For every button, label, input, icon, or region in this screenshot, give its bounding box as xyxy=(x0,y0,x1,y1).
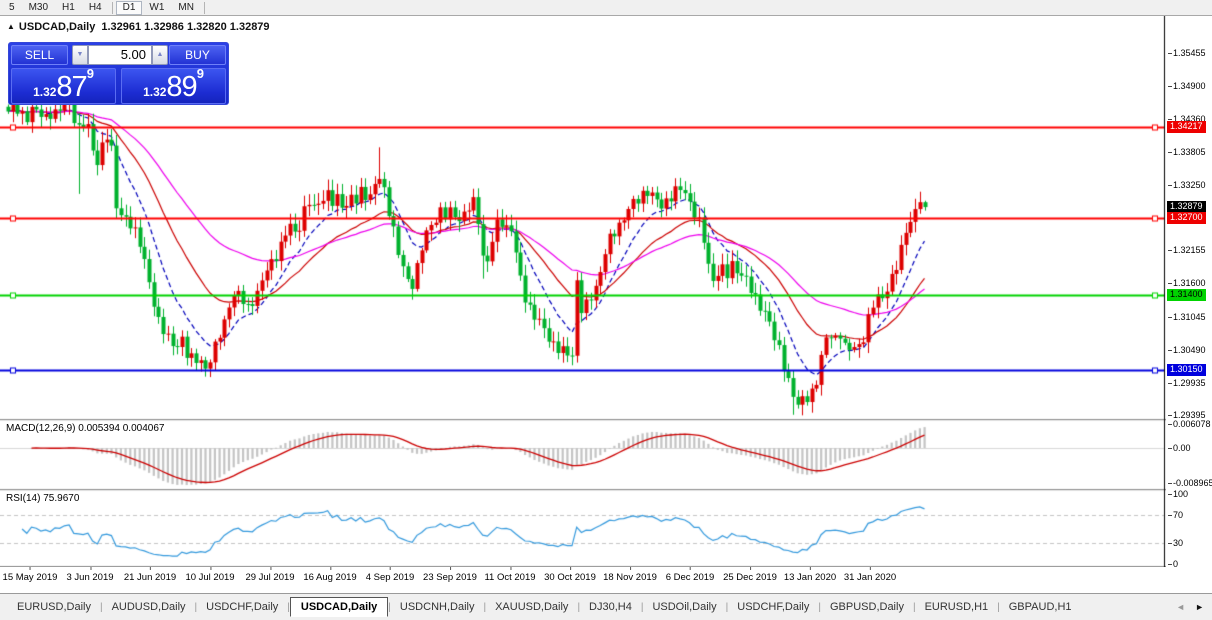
price-axis-tick: 1.31600 xyxy=(1168,278,1206,288)
tab-separator: | xyxy=(577,601,581,613)
price-axis-tick: 1.30490 xyxy=(1168,345,1206,355)
date-axis-label: 31 Jan 2020 xyxy=(843,567,897,583)
tab-eurusd-daily[interactable]: EURUSD,Daily xyxy=(17,601,91,613)
buy-button[interactable]: BUY xyxy=(169,45,226,65)
date-axis-label: 4 Sep 2019 xyxy=(365,567,415,583)
macd-values: 0.005394 0.004067 xyxy=(78,423,165,434)
price-axis: 1.35455 1.34900 1.34360 1.33805 1.33250 1.321… xyxy=(1166,16,1212,569)
price-line-badge: 1.31400 xyxy=(1167,289,1206,302)
date-axis-label: 21 Jun 2019 xyxy=(123,567,177,583)
rsi-axis-tick: 0 xyxy=(1168,559,1178,569)
volume-decrease-button[interactable]: ▼ xyxy=(72,45,88,65)
tab-usdoil-daily[interactable]: USDOil,Daily xyxy=(652,601,717,613)
price-axis-tick: 1.29935 xyxy=(1168,378,1206,388)
timeframe-button-m30[interactable]: M30 xyxy=(28,1,49,13)
price-axis-tick: 1.33250 xyxy=(1168,180,1206,190)
date-axis-label: 18 Nov 2019 xyxy=(603,567,657,583)
symbol-tab-bar: EURUSD,Daily | AUDUSD,Daily | USDCHF,Daily | U… xyxy=(0,593,1212,620)
timeframe-button-h1[interactable]: H1 xyxy=(62,1,75,13)
price-axis-tick: 1.34360 xyxy=(1168,114,1206,124)
price-axis-tick: 1.34900 xyxy=(1168,81,1206,91)
tab-usdchf-daily[interactable]: USDCHF,Daily xyxy=(206,601,279,613)
rsi-axis-tick: 70 xyxy=(1168,510,1183,520)
tab-gbpaud-h1[interactable]: GBPAUD,H1 xyxy=(1008,601,1072,613)
tab-separator: | xyxy=(99,601,103,613)
volume-input[interactable]: 5.00 xyxy=(88,45,152,65)
timeframe-button-h4[interactable]: H4 xyxy=(88,1,102,13)
tab-scroll-left-icon[interactable]: ◄ xyxy=(1176,602,1186,612)
price-axis-tick: 1.33805 xyxy=(1168,147,1206,157)
collapse-panel-icon[interactable]: ▲ xyxy=(7,22,15,31)
chart-title: ▲ USDCAD,Daily 1.32961 1.32986 1.32820 1.3… xyxy=(7,21,270,33)
timeframe-toolbar: 5 M30 H1 H4 D1 W1 MN xyxy=(0,0,1212,16)
one-click-trade-panel: SELL ▼ 5.00 ▲ BUY 1.32879 1.32899 xyxy=(8,42,229,105)
price-axis-tick: 1.32155 xyxy=(1168,245,1206,255)
tab-audusd-daily[interactable]: AUDUSD,Daily xyxy=(111,601,186,613)
date-axis-label: 6 Dec 2019 xyxy=(665,567,715,583)
tab-usdchf-daily[interactable]: USDCHF,Daily xyxy=(737,601,810,613)
macd-axis-tick: 0.00 xyxy=(1168,443,1191,453)
date-axis-label: 11 Oct 2019 xyxy=(484,567,536,583)
tab-separator: | xyxy=(997,601,1000,613)
buy-price-text: 1.32899 xyxy=(143,66,204,103)
date-axis-label: 3 Jun 2019 xyxy=(66,567,114,583)
tab-xauusd-daily[interactable]: XAUUSD,Daily xyxy=(495,601,569,613)
macd-indicator-label: MACD(12,26,9) 0.005394 0.004067 xyxy=(6,423,165,434)
sell-button[interactable]: SELL xyxy=(11,45,68,65)
price-chart-canvas[interactable] xyxy=(0,16,1166,567)
chart-symbol-label: USDCAD,Daily xyxy=(18,21,96,33)
chart-ohlc-values: 1.32961 1.32986 1.32820 1.32879 xyxy=(101,21,270,33)
price-line-badge: 1.32700 xyxy=(1167,211,1206,224)
tab-usdcnh-daily[interactable]: USDCNH,Daily xyxy=(399,601,475,613)
price-line-badge: 1.34217 xyxy=(1167,121,1206,134)
timeframe-button-w1[interactable]: W1 xyxy=(149,1,165,13)
tab-separator: | xyxy=(483,601,487,613)
timeframe-button-mn[interactable]: MN xyxy=(178,1,194,13)
tab-usdcad-daily[interactable]: USDCAD,Daily xyxy=(289,597,389,617)
tab-separator: | xyxy=(640,601,644,613)
tab-dj30-h4[interactable]: DJ30,H4 xyxy=(589,601,632,613)
rsi-indicator-label: RSI(14) 75.9670 xyxy=(6,493,80,504)
tab-separator: | xyxy=(287,601,290,613)
tab-separator: | xyxy=(194,601,198,613)
sell-price-display[interactable]: 1.32879 xyxy=(11,66,116,104)
buy-price-display[interactable]: 1.32899 xyxy=(121,66,226,104)
price-axis-tick: 1.35455 xyxy=(1168,48,1206,58)
trade-panel-top-row: SELL ▼ 5.00 ▲ BUY xyxy=(11,45,226,66)
toolbar-separator xyxy=(203,1,205,14)
rsi-value: 75.9670 xyxy=(43,493,80,504)
date-axis: 15 May 2019 3 Jun 2019 21 Jun 2019 10 Jul 2… xyxy=(0,567,1166,593)
tab-separator: | xyxy=(388,601,391,613)
date-axis-label: 23 Sep 2019 xyxy=(423,567,477,583)
price-line-badge: 1.30150 xyxy=(1167,364,1206,376)
tab-gbpusd-daily[interactable]: GBPUSD,Daily xyxy=(829,601,904,613)
timeframe-button-d1[interactable]: D1 xyxy=(115,0,143,15)
tab-scroll-arrows: ◄ ► xyxy=(1176,602,1204,612)
macd-axis-tick: 0.006078 xyxy=(1168,419,1211,429)
sell-price-text: 1.32879 xyxy=(33,66,94,103)
date-axis-label: 10 Jul 2019 xyxy=(185,567,235,583)
toolbar-separator xyxy=(111,1,113,14)
tab-separator: | xyxy=(818,601,821,613)
timeframe-button-m5[interactable]: 5 xyxy=(9,1,15,13)
tab-eurusd-h1[interactable]: EURUSD,H1 xyxy=(924,601,989,613)
tab-separator: | xyxy=(725,601,729,613)
price-axis-tick: 1.29395 xyxy=(1168,410,1206,420)
macd-axis-tick: -0.008965 xyxy=(1168,478,1212,488)
date-axis-label: 15 May 2019 xyxy=(2,567,58,583)
date-axis-label: 13 Jan 2020 xyxy=(783,567,837,583)
tab-separator: | xyxy=(912,601,916,613)
price-axis-tick: 1.31045 xyxy=(1168,312,1206,322)
volume-increase-button[interactable]: ▲ xyxy=(152,45,168,65)
date-axis-label: 16 Aug 2019 xyxy=(303,567,357,583)
date-axis-label: 29 Jul 2019 xyxy=(245,567,295,583)
date-axis-label: 25 Dec 2019 xyxy=(723,567,777,583)
rsi-axis-tick: 100 xyxy=(1168,489,1188,499)
rsi-axis-tick: 30 xyxy=(1168,538,1183,548)
tab-scroll-right-icon[interactable]: ► xyxy=(1195,602,1204,612)
price-line-badge: 1.32879 xyxy=(1167,201,1206,214)
date-axis-label: 30 Oct 2019 xyxy=(544,567,596,583)
